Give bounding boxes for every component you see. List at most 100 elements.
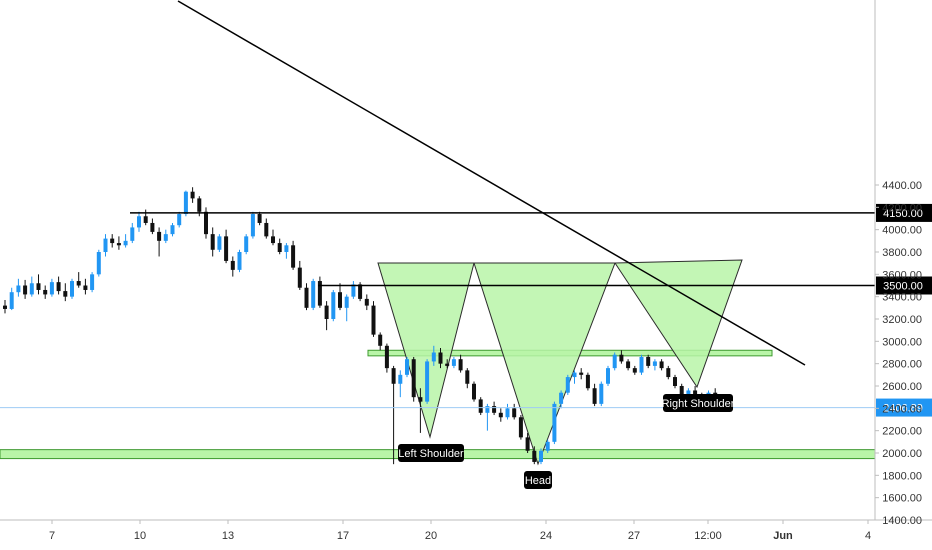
candle-body <box>190 191 195 199</box>
candle-body <box>197 198 202 212</box>
candle-body <box>204 211 208 235</box>
candle-body <box>451 359 456 366</box>
candle-body <box>103 238 108 252</box>
candle-body <box>297 267 302 288</box>
candle-body <box>425 361 430 402</box>
candle-body <box>143 216 148 223</box>
y-tick-label: 2200.00 <box>882 426 922 438</box>
y-tick-label: 4400.00 <box>882 180 922 192</box>
y-tick-label: 1600.00 <box>882 493 922 505</box>
candle-body <box>693 390 698 398</box>
candle-body <box>545 441 550 451</box>
current-price-tag <box>876 398 932 417</box>
candle-body <box>599 383 604 404</box>
candle-body <box>291 245 296 268</box>
candle-body <box>244 236 249 252</box>
candle-body <box>137 216 141 228</box>
candle-body <box>23 285 28 295</box>
candle-body <box>411 359 416 398</box>
candle-body <box>606 368 610 384</box>
candle-body <box>304 287 309 308</box>
y-tick-label: 3600.00 <box>882 269 922 281</box>
candle-body <box>16 285 21 293</box>
candle-body <box>431 352 436 362</box>
pattern-label-bg <box>398 444 464 462</box>
candle-body <box>163 234 168 241</box>
candle-body <box>250 214 255 237</box>
y-tick-label: 3000.00 <box>882 336 922 348</box>
candle-body <box>110 238 115 244</box>
right-shoulder-triangle <box>614 259 743 389</box>
x-tick-label: 13 <box>222 530 234 542</box>
candle-body <box>552 403 557 442</box>
candle-body <box>532 450 537 462</box>
candle-body <box>344 296 349 308</box>
x-tick-label: 24 <box>540 530 552 542</box>
candle-body <box>364 298 369 306</box>
candle-body <box>512 408 517 418</box>
candle-body <box>284 245 289 252</box>
candle-body <box>378 334 383 346</box>
pattern-label: Left Shoulder <box>398 448 464 460</box>
candle-body <box>230 260 235 270</box>
candle-body <box>116 243 121 246</box>
candle-body <box>331 292 336 319</box>
head-and-shoulders-pattern <box>377 259 743 466</box>
candles <box>3 187 724 465</box>
level-price-tag <box>876 203 932 222</box>
x-tick-label: 7 <box>49 530 55 542</box>
candle-body <box>170 225 175 235</box>
candle-body <box>619 354 624 362</box>
y-tick-label: 3200.00 <box>882 314 922 326</box>
x-tick-label: 10 <box>134 530 146 542</box>
candle-body <box>659 361 664 369</box>
candle-body <box>612 354 617 369</box>
y-tick-label: 4000.00 <box>882 225 922 237</box>
candle-body <box>472 383 476 400</box>
candle-body <box>3 305 7 309</box>
candle-body <box>559 392 564 404</box>
candle-body <box>317 281 322 306</box>
candle-body <box>518 417 523 438</box>
head-triangle <box>473 262 616 466</box>
candle-body <box>177 214 182 226</box>
candle-body <box>338 292 342 308</box>
candle-body <box>438 352 443 364</box>
candle-body <box>478 399 483 413</box>
level-price-label: 3500.00 <box>883 281 923 293</box>
candle-body <box>405 359 409 375</box>
candle-body <box>525 437 530 451</box>
candle-body <box>686 390 691 398</box>
pattern-labels: Left Shoulder Head Right Shoulder <box>398 394 735 489</box>
x-tick-label: 12:00 <box>694 530 722 542</box>
x-tick-label: 27 <box>628 530 640 542</box>
candle-body <box>351 284 356 297</box>
x-tick-label: 20 <box>425 530 437 542</box>
candle-body <box>666 368 671 378</box>
candle-body <box>29 283 34 295</box>
candle-body <box>237 252 242 270</box>
y-tick-label: 3400.00 <box>882 292 922 304</box>
candle-body <box>505 408 510 418</box>
y-tick-label: 2800.00 <box>882 359 922 371</box>
x-tick-label: Jun <box>773 530 793 542</box>
candle-body <box>398 374 403 384</box>
candle-body <box>371 305 376 335</box>
candle-body <box>646 356 651 366</box>
level-price-tag <box>876 276 932 295</box>
candle-body <box>579 372 584 375</box>
candle-body <box>210 234 215 250</box>
candle-body <box>572 372 577 378</box>
candle-body <box>539 450 543 462</box>
candle-body <box>498 412 503 418</box>
candle-body <box>673 377 677 386</box>
candle-body <box>83 285 88 290</box>
candle-body <box>183 191 188 215</box>
candle-body <box>224 236 229 261</box>
candle-body <box>458 359 463 371</box>
candle-body <box>384 345 389 369</box>
candle-body <box>271 236 275 244</box>
candle-body <box>592 388 597 404</box>
